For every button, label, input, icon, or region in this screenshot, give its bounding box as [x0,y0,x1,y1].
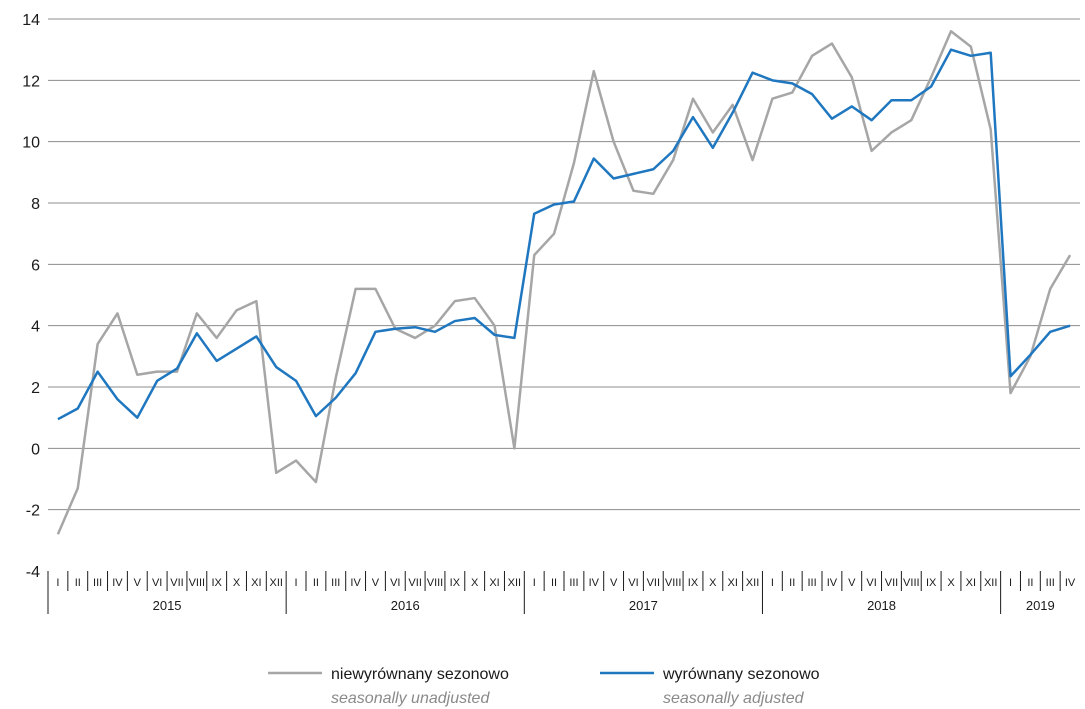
year-label: 2017 [629,598,658,613]
year-label: 2019 [1026,598,1055,613]
legend-sublabel-adjusted: seasonally adjusted [663,690,805,707]
y-tick-label: 6 [31,257,40,274]
month-label: XII [270,577,283,589]
month-label: VI [152,577,162,589]
month-label: III [1046,577,1055,589]
month-label: II [789,577,795,589]
month-label: IV [827,577,838,589]
month-label: IX [211,577,222,589]
legend-label-adjusted: wyrównany sezonowo [662,666,820,683]
month-label: V [610,577,618,589]
month-label: I [295,577,298,589]
month-label: XII [984,577,997,589]
month-label: X [947,577,955,589]
month-label: IX [450,577,461,589]
month-label: VIII [189,577,206,589]
month-label: VI [866,577,876,589]
month-label: VI [628,577,638,589]
month-label: I [533,577,536,589]
month-label: III [569,577,578,589]
month-label: III [93,577,102,589]
month-label: III [331,577,340,589]
month-label: V [134,577,142,589]
legend-label-unadjusted: niewyrównany sezonowo [331,666,509,683]
month-label: XII [508,577,521,589]
year-label: 2016 [391,598,420,613]
month-label: II [313,577,319,589]
legend-sublabel-unadjusted: seasonally unadjusted [331,690,490,707]
month-label: IX [926,577,937,589]
month-label: VII [647,577,660,589]
y-tick-label: 8 [31,196,40,213]
month-label: V [848,577,856,589]
month-label: II [75,577,81,589]
y-tick-label: 4 [31,319,40,336]
month-label: II [1027,577,1033,589]
year-label: 2018 [867,598,896,613]
month-label: I [771,577,774,589]
series-line-adjusted [57,48,1071,421]
year-label: 2015 [153,598,182,613]
legend-item-adjusted: wyrównany sezonowo seasonally adjusted [600,666,820,707]
month-label: XI [966,577,976,589]
y-tick-label: 2 [31,380,40,397]
y-tick-label: -4 [26,564,40,581]
y-tick-label: 0 [31,441,40,458]
series-line-unadjusted [56,30,1072,535]
legend-item-unadjusted: niewyrównany sezonowo seasonally unadjus… [268,666,509,707]
month-label: IV [1065,577,1076,589]
month-label: XI [727,577,737,589]
month-label: XI [489,577,499,589]
y-tick-label: 14 [22,12,40,29]
month-label: IV [589,577,600,589]
month-label: III [807,577,816,589]
y-tick-label: -2 [26,503,40,520]
month-label: VIII [903,577,920,589]
month-label: XII [746,577,759,589]
month-label: II [551,577,557,589]
month-label: IX [688,577,699,589]
month-label: VI [390,577,400,589]
month-label: X [233,577,241,589]
month-label: VIII [427,577,444,589]
month-label: I [1009,577,1012,589]
month-label: V [372,577,380,589]
month-label: VIII [665,577,682,589]
y-axis: -4 -2 0 2 4 6 8 10 12 14 [22,12,40,581]
y-tick-label: 12 [22,73,40,90]
month-label: VII [170,577,183,589]
legend: niewyrównany sezonowo seasonally unadjus… [268,666,820,707]
month-label: IV [112,577,123,589]
month-label: IV [350,577,361,589]
month-label: I [56,577,59,589]
month-label: XI [251,577,261,589]
series-lines [56,30,1072,535]
month-label: VII [885,577,898,589]
month-label: VII [408,577,421,589]
month-label: X [709,577,717,589]
y-tick-label: 10 [22,135,40,152]
month-label: X [471,577,479,589]
